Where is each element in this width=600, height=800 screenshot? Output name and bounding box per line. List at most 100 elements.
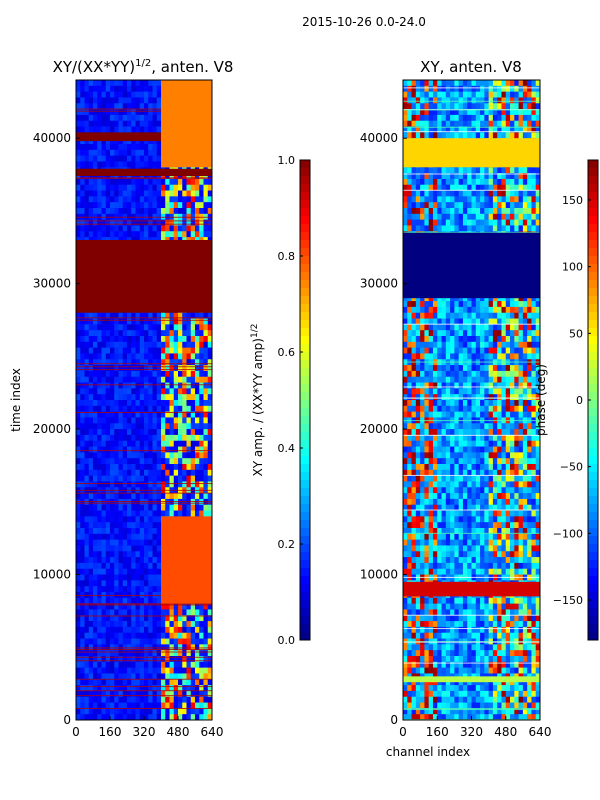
left-heatmap-cell (97, 219, 102, 226)
left-heatmap-cell (186, 434, 192, 442)
left-heatmap-cell (80, 196, 85, 203)
right-heatmap-cell (441, 190, 447, 197)
left-heatmap-cell (195, 464, 200, 471)
left-heatmap-cell (195, 347, 200, 354)
left-heatmap-cell (139, 545, 145, 552)
right-heatmap-cell (424, 184, 429, 191)
left-heatmap-cell (118, 394, 124, 401)
left-heatmap-cell (131, 656, 136, 663)
left-heatmap-cell (84, 650, 90, 657)
left-heatmap-cell (105, 312, 111, 319)
right-heatmap-cell (445, 184, 451, 191)
left-heatmap-cell (88, 341, 94, 348)
left-heatmap-cell (127, 85, 132, 92)
right-heatmap-cell (420, 225, 425, 232)
left-heatmap-cell (97, 114, 102, 122)
left-heatmap-cell (199, 388, 204, 395)
left-heatmap-cell (105, 434, 111, 442)
left-heatmap-cell (131, 446, 136, 453)
right-heatmap-cell (514, 312, 519, 319)
right-heatmap-cell (428, 190, 434, 197)
left-heatmap-cell (80, 632, 85, 639)
left-heatmap-cell (88, 370, 94, 378)
left-heatmap-cell (93, 417, 98, 424)
left-heatmap-cell (110, 417, 115, 424)
left-heatmap-cell (114, 469, 119, 476)
left-heatmap-cell (101, 656, 107, 663)
left-heatmap-cell (93, 219, 98, 226)
left-heatmap-cell (173, 632, 179, 639)
left-heatmap-cell (76, 504, 81, 511)
left-heatmap-cell (76, 155, 81, 162)
left-heatmap-cell (84, 97, 90, 104)
left-heatmap-cell (186, 673, 192, 680)
right-heatmap-cell (454, 114, 459, 122)
right-heatmap-cell (535, 97, 541, 104)
right-heatmap-cell (505, 202, 511, 209)
left-heatmap-cell (173, 679, 179, 686)
left-heatmap-cell (199, 423, 204, 430)
left-heatmap-cell (131, 126, 136, 133)
right-heatmap-cell (522, 178, 528, 186)
right-heatmap-cell (441, 109, 447, 116)
right-heatmap-cell (531, 85, 537, 92)
right-heatmap-cell (415, 295, 421, 302)
left-heatmap-cell (101, 190, 107, 197)
left-heatmap-cell (178, 184, 183, 191)
left-heatmap-cell (139, 417, 145, 424)
left-heatmap-cell (131, 341, 136, 348)
right-heatmap-cell (535, 132, 541, 139)
left-heatmap-cell (152, 400, 158, 407)
left-heatmap-cell (139, 370, 145, 378)
left-heatmap-cell (178, 417, 183, 424)
right-heatmap-cell (403, 219, 408, 226)
left-heatmap-cell (80, 481, 85, 488)
left-heatmap-cell (186, 685, 192, 692)
right-heatmap-cell (514, 190, 519, 197)
right-heatmap-cell (424, 225, 429, 232)
left-heatmap-cell (110, 80, 115, 87)
left-heatmap-cell (127, 493, 132, 500)
left-heatmap-cell (88, 568, 94, 575)
right-heatmap-cell (403, 97, 408, 104)
left-heatmap-cell (161, 202, 166, 209)
left-heatmap-cell (80, 464, 85, 471)
left-heatmap-cell (152, 103, 158, 110)
left-heatmap-cell (199, 446, 204, 453)
left-heatmap-cell (101, 417, 107, 424)
right-heatmap-cell (403, 178, 408, 186)
left-heatmap-cell (105, 557, 111, 564)
left-heatmap-cell (76, 336, 81, 343)
left-heatmap-cell (93, 376, 98, 383)
right-heatmap-cell (407, 295, 412, 302)
left-heatmap-cell (131, 219, 136, 226)
left-heatmap-cell (203, 336, 209, 343)
left-heatmap-cell (118, 516, 124, 523)
left-heatmap-cell (173, 423, 179, 430)
left-heatmap-cell (195, 458, 200, 465)
left-heatmap-cell (88, 586, 94, 593)
left-colorbar-segment (300, 256, 310, 265)
left-heatmap-cell (169, 318, 175, 325)
left-heatmap-cell (105, 126, 111, 133)
left-heatmap-cell (114, 446, 119, 453)
left-heatmap-cell (80, 138, 85, 145)
left-heatmap-cell (84, 359, 90, 366)
left-heatmap-cell (173, 400, 179, 407)
left-heatmap-cell (118, 714, 124, 721)
left-heatmap-cell (101, 341, 107, 348)
right-heatmap-cell (531, 196, 537, 203)
left-heatmap-cell (203, 417, 209, 424)
left-heatmap-cell (93, 365, 98, 372)
left-colorbar-segment (300, 192, 310, 201)
left-heatmap-cell (152, 458, 158, 465)
left-heatmap-cell (173, 347, 179, 354)
right-heatmap-cell (454, 219, 459, 226)
left-heatmap-cell (190, 469, 196, 476)
left-heatmap-cell (93, 714, 98, 721)
left-heatmap-cell (161, 504, 166, 511)
left-heatmap-cell (105, 586, 111, 593)
left-heatmap-cell (135, 324, 141, 331)
left-heatmap-cell (199, 493, 204, 500)
left-heatmap-cell (122, 405, 128, 412)
